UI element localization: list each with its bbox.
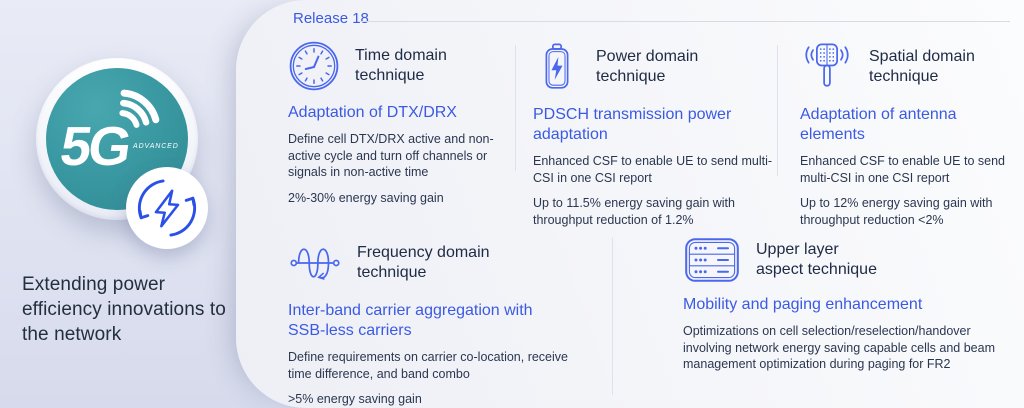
- technique-title: Adaptation of antenna elements: [800, 106, 957, 143]
- technique-heading: Time domain technique: [355, 47, 447, 84]
- content-sheet: [236, 0, 1024, 408]
- technique-description: Optimizations on cell selection/reselect…: [683, 324, 995, 371]
- technique-card-spatial-domain: Spatial domain technique Adaptation of a…: [800, 40, 1020, 228]
- energy-cycle-badge: [126, 167, 208, 249]
- release-label: Release 18: [293, 10, 369, 27]
- technique-title: Inter-band carrier aggregation with SSB-…: [288, 302, 533, 339]
- energy-saving-gain: Up to 12% energy saving gain with throug…: [800, 196, 993, 227]
- clock-icon: [288, 40, 340, 92]
- left-caption: Extending power efficiency innovations t…: [22, 274, 226, 345]
- energy-saving-gain: 2%-30% energy saving gain: [288, 190, 444, 205]
- technique-heading: Spatial domain technique: [869, 48, 975, 85]
- technique-card-upper-layer: Upper layer aspect technique Mobility an…: [683, 236, 1015, 382]
- 5g-logo-art-icon: 5G ADVANCED: [57, 89, 179, 177]
- technique-description: Enhanced CSF to enable UE to send multi-…: [533, 154, 773, 185]
- technique-card-power-domain: Power domain technique PDSCH transmissio…: [533, 40, 773, 228]
- lightning-cycle-icon: [137, 179, 197, 237]
- energy-saving-gain: Up to 11.5% energy saving gain with thro…: [533, 196, 735, 227]
- technique-card-time-domain: Time domain technique Adaptation of DTX/…: [288, 40, 503, 206]
- technique-heading: Power domain technique: [596, 48, 699, 85]
- technique-description: Define requirements on carrier co-locati…: [288, 350, 568, 381]
- technique-title: PDSCH transmission power adaptation: [533, 106, 732, 143]
- energy-saving-gain: >5% energy saving gain: [288, 392, 422, 406]
- technique-title: Adaptation of DTX/DRX: [288, 104, 457, 121]
- logo-advanced-text: ADVANCED: [132, 143, 179, 150]
- release-divider-line: [360, 21, 1010, 22]
- logo-5g-text: 5G: [57, 115, 133, 177]
- column-divider: [777, 45, 778, 176]
- technique-heading: Upper layer aspect technique: [756, 241, 877, 278]
- battery-icon: [533, 40, 581, 94]
- technique-heading: Frequency domain technique: [357, 244, 490, 281]
- 5g-advanced-logo: 5G ADVANCED: [36, 58, 198, 220]
- server-icon: [683, 236, 741, 284]
- antenna-icon: [800, 40, 854, 94]
- column-divider: [612, 238, 613, 395]
- technique-description: Enhanced CSF to enable UE to send multi-…: [800, 154, 1005, 185]
- frequency-wave-icon: [288, 236, 342, 290]
- technique-card-frequency-domain: Frequency domain technique Inter-band ca…: [288, 236, 593, 408]
- technique-description: Define cell DTX/DRX active and non-activ…: [288, 132, 494, 179]
- column-divider: [515, 45, 516, 171]
- technique-title: Mobility and paging enhancement: [683, 296, 923, 313]
